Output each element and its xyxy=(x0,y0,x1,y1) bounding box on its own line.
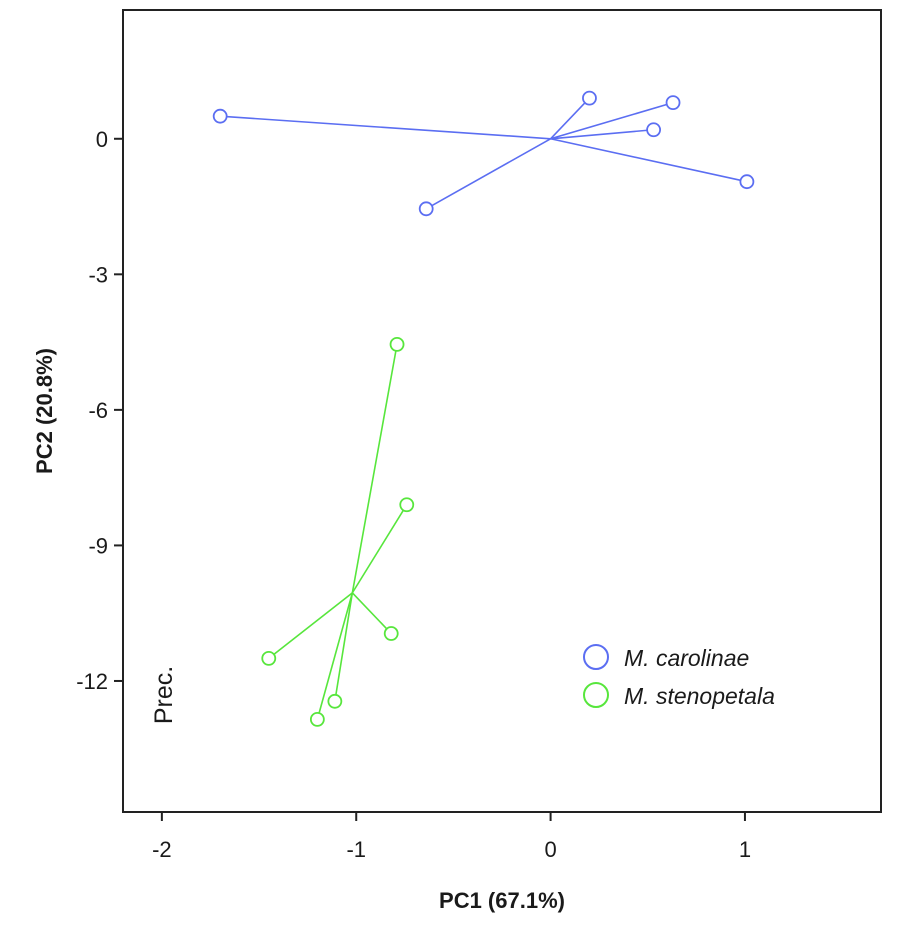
y-tick-label: -12 xyxy=(76,669,108,694)
legend-marker-carolinae xyxy=(583,644,609,670)
y-tick-label: -9 xyxy=(88,533,108,558)
spoke-line-stenopetala xyxy=(268,592,353,660)
spoke-line-stenopetala xyxy=(351,344,398,594)
data-point-carolinae xyxy=(418,201,434,217)
series-carolinae xyxy=(212,90,755,217)
spoke-line-stenopetala xyxy=(334,592,354,702)
plot-frame xyxy=(122,9,882,813)
spoke-line-carolinae xyxy=(220,115,551,140)
spoke-line-carolinae xyxy=(550,101,674,140)
data-point-carolinae xyxy=(665,95,681,111)
legend-marker-stenopetala xyxy=(583,682,609,708)
data-point-stenopetala xyxy=(399,497,415,513)
x-tick-label: -2 xyxy=(152,837,172,862)
y-axis-title: PC2 (20.8%) xyxy=(32,348,57,474)
spoke-line-carolinae xyxy=(550,97,591,140)
legend: M. carolinae M. stenopetala xyxy=(583,644,775,709)
data-point-stenopetala xyxy=(383,626,399,641)
y-axis: 0 -3 -6 -9 -12 xyxy=(76,127,123,694)
x-tick-label: 1 xyxy=(739,837,751,862)
x-tick-label: -1 xyxy=(346,837,366,862)
prec-annotation: Prec. xyxy=(150,666,178,724)
spoke-line-carolinae xyxy=(550,137,748,183)
data-point-stenopetala xyxy=(261,650,277,666)
x-tick-label: 0 xyxy=(544,837,556,862)
data-point-stenopetala xyxy=(309,711,325,727)
data-point-carolinae xyxy=(739,174,755,190)
x-axis: -2 -1 0 1 xyxy=(152,812,751,862)
spoke-line-carolinae xyxy=(550,128,654,140)
legend-label-carolinae: M. carolinae xyxy=(624,645,749,671)
legend-label-stenopetala: M. stenopetala xyxy=(624,683,775,709)
y-tick-label: -3 xyxy=(88,262,108,287)
data-point-carolinae xyxy=(646,122,661,138)
y-tick-label: 0 xyxy=(96,127,108,152)
series-stenopetala xyxy=(261,336,415,727)
data-point-stenopetala xyxy=(327,693,343,709)
y-tick-label: -6 xyxy=(88,398,108,423)
spoke-line-stenopetala xyxy=(316,592,354,720)
spoke-line-stenopetala xyxy=(351,504,408,594)
data-point-carolinae xyxy=(212,108,228,124)
data-point-stenopetala xyxy=(389,336,405,352)
data-point-carolinae xyxy=(582,90,597,106)
series-layer xyxy=(212,90,755,727)
spoke-line-carolinae xyxy=(425,138,551,210)
spoke-line-stenopetala xyxy=(351,592,392,635)
x-axis-title: PC1 (67.1%) xyxy=(439,888,565,913)
